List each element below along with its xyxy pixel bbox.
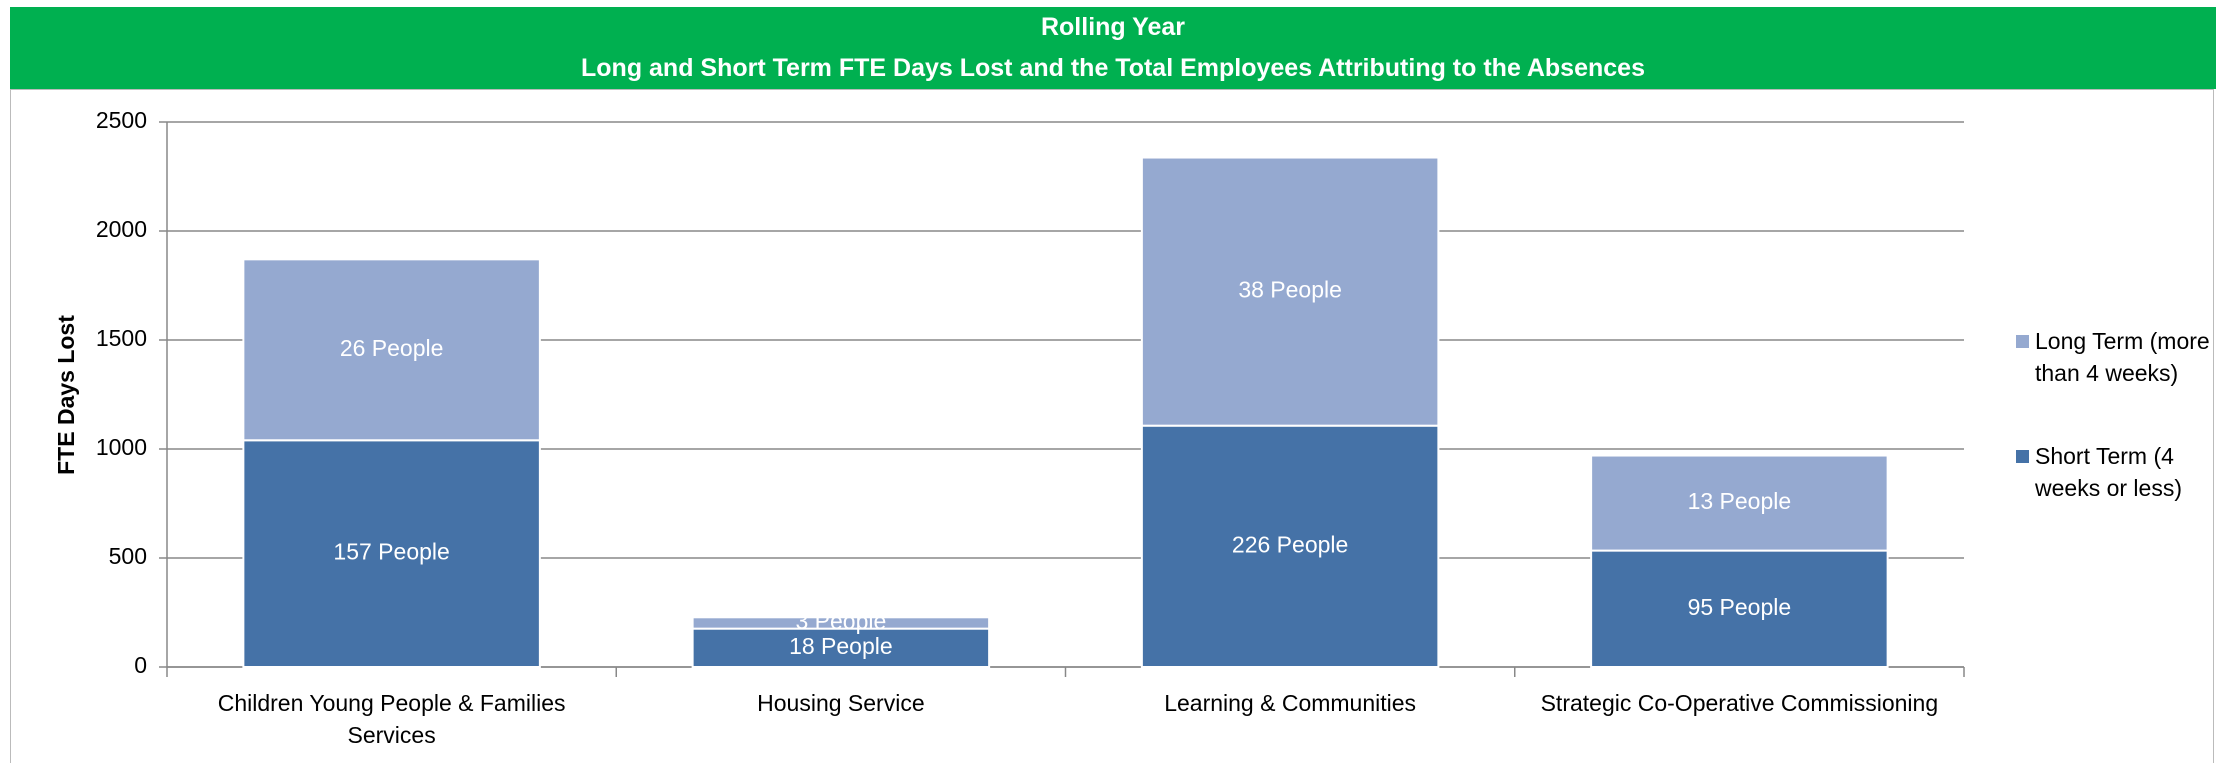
- bar-segment: [1140, 424, 1440, 669]
- x-tick-label: Housing Service: [757, 690, 925, 716]
- x-tick-label: Strategic Co-Operative Commissioning: [1540, 690, 1939, 716]
- data-label: 157 People: [333, 539, 449, 565]
- y-tick-label: 2000: [96, 216, 147, 242]
- data-label: 3 People: [795, 608, 886, 634]
- data-label: 13 People: [1688, 488, 1792, 514]
- x-tick-label: Children Young People & Families Service…: [217, 690, 566, 748]
- legend-swatch: [2016, 450, 2029, 463]
- legend-swatch: [2016, 335, 2029, 348]
- bar-segment: [1590, 454, 1889, 552]
- x-tick-label: Learning & Communities: [1164, 690, 1417, 716]
- header: Rolling Year Long and Short Term FTE Day…: [10, 7, 2216, 89]
- bar-segment: [242, 258, 541, 442]
- data-label: 18 People: [789, 633, 893, 659]
- chart-title: Rolling Year: [1040, 13, 1186, 41]
- legend-label: Long Term (more than 4 weeks): [2035, 328, 2210, 386]
- bar-segment: [242, 439, 541, 668]
- bar-segment: [691, 616, 991, 630]
- y-axis-label: FTE Days Lost: [53, 315, 79, 475]
- y-tick-label: 1000: [96, 434, 147, 460]
- y-tick-label: 0: [134, 652, 147, 678]
- y-tick-label: 1500: [96, 325, 147, 351]
- data-label: 95 People: [1688, 594, 1792, 620]
- bar-segment: [691, 627, 991, 669]
- data-label: 226 People: [1232, 531, 1348, 557]
- plot-frame: [10, 89, 2214, 763]
- data-label: 38 People: [1238, 277, 1342, 303]
- chart-subtitle: Long and Short Term FTE Days Lost and th…: [581, 54, 1645, 82]
- bar-segment: [1140, 156, 1440, 427]
- legend-label: Short Term (4 weeks or less): [2035, 443, 2182, 501]
- y-tick-label: 2500: [96, 107, 147, 133]
- data-label: 26 People: [340, 335, 444, 361]
- y-tick-label: 500: [109, 543, 147, 569]
